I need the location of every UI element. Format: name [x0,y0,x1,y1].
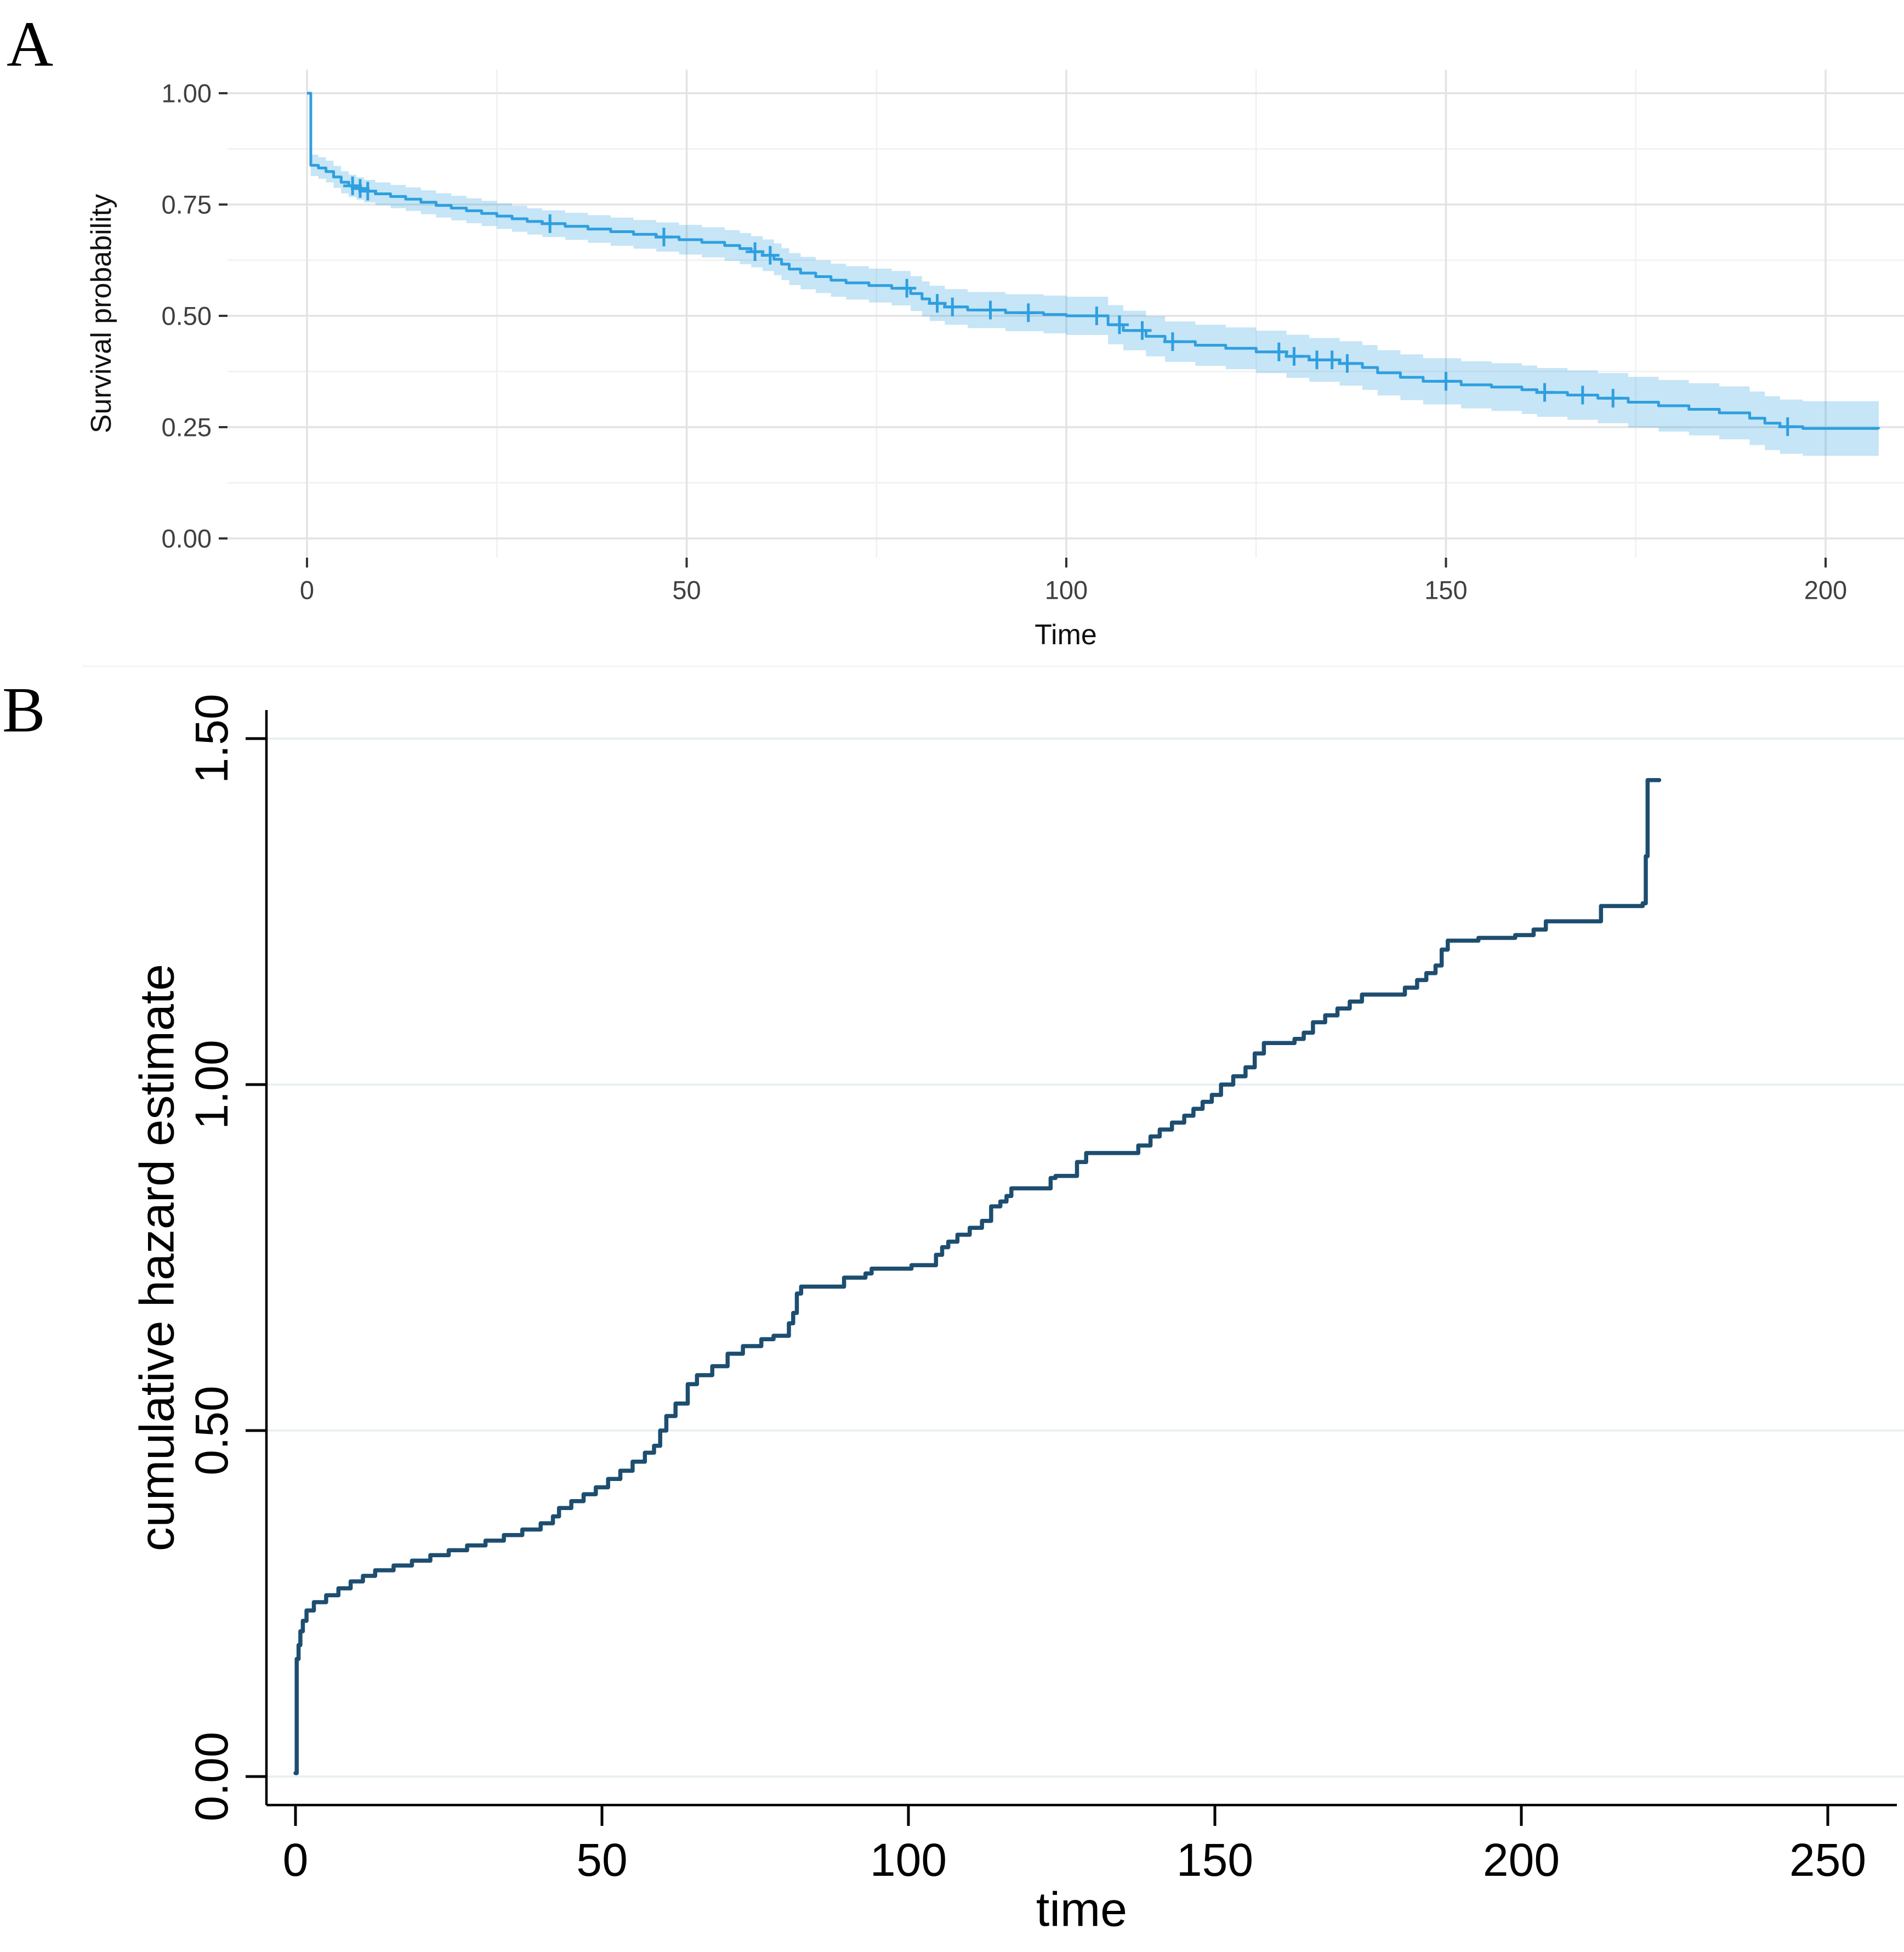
survival-curve [307,92,1880,430]
y-tick-label: 1.00 [186,1040,237,1130]
x-tick-label: 250 [1789,1834,1866,1886]
y-tick-label: 1.50 [186,694,237,784]
axis-lines [265,710,1897,1807]
y-tick-label: 0.00 [186,1732,237,1822]
x-axis-title: Time [1035,619,1097,651]
x-tick-label: 0 [283,1834,309,1886]
y-tick-label: 0.00 [162,524,212,553]
x-tick-label: 100 [1045,576,1088,605]
censor-marks [343,176,1797,436]
panel-a-survival-chart: 1.00 0.75 0.50 0.25 0.00 0 50 100 150 200 Time Surv… [86,70,1904,651]
x-tick-label: 50 [576,1834,627,1886]
grid-major [266,737,1904,1778]
y-axis-title: Survival probability [86,194,117,433]
x-tick-label: 150 [1424,576,1467,605]
y-axis-title: cumulative hazard estimate [130,964,184,1551]
x-tick-label: 50 [672,576,701,605]
y-tick-label: 0.75 [162,190,212,219]
y-tick-label: 1.00 [162,79,212,108]
panel-b-label: B [2,674,46,746]
x-axis-title: time [1036,1882,1127,1937]
y-tick-label: 0.25 [162,413,212,442]
x-tick-label: 150 [1176,1834,1253,1886]
x-tick-label: 100 [870,1834,947,1886]
axis-ticks [219,92,1827,568]
y-tick-label: 0.50 [162,302,212,331]
x-tick-label: 200 [1483,1834,1560,1886]
confidence-ribbon [310,155,1879,457]
panel-b-hazard-chart: 0.00 0.50 1.00 1.50 0 50 100 150 200 250 time cumul… [82,666,1904,1937]
hazard-curve [293,778,1662,1775]
x-tick-label: 0 [300,576,314,605]
axis-ticks [246,737,1829,1826]
panel-a-label: A [7,8,54,80]
x-tick-label: 200 [1804,576,1847,605]
y-tick-label: 0.50 [186,1386,237,1476]
